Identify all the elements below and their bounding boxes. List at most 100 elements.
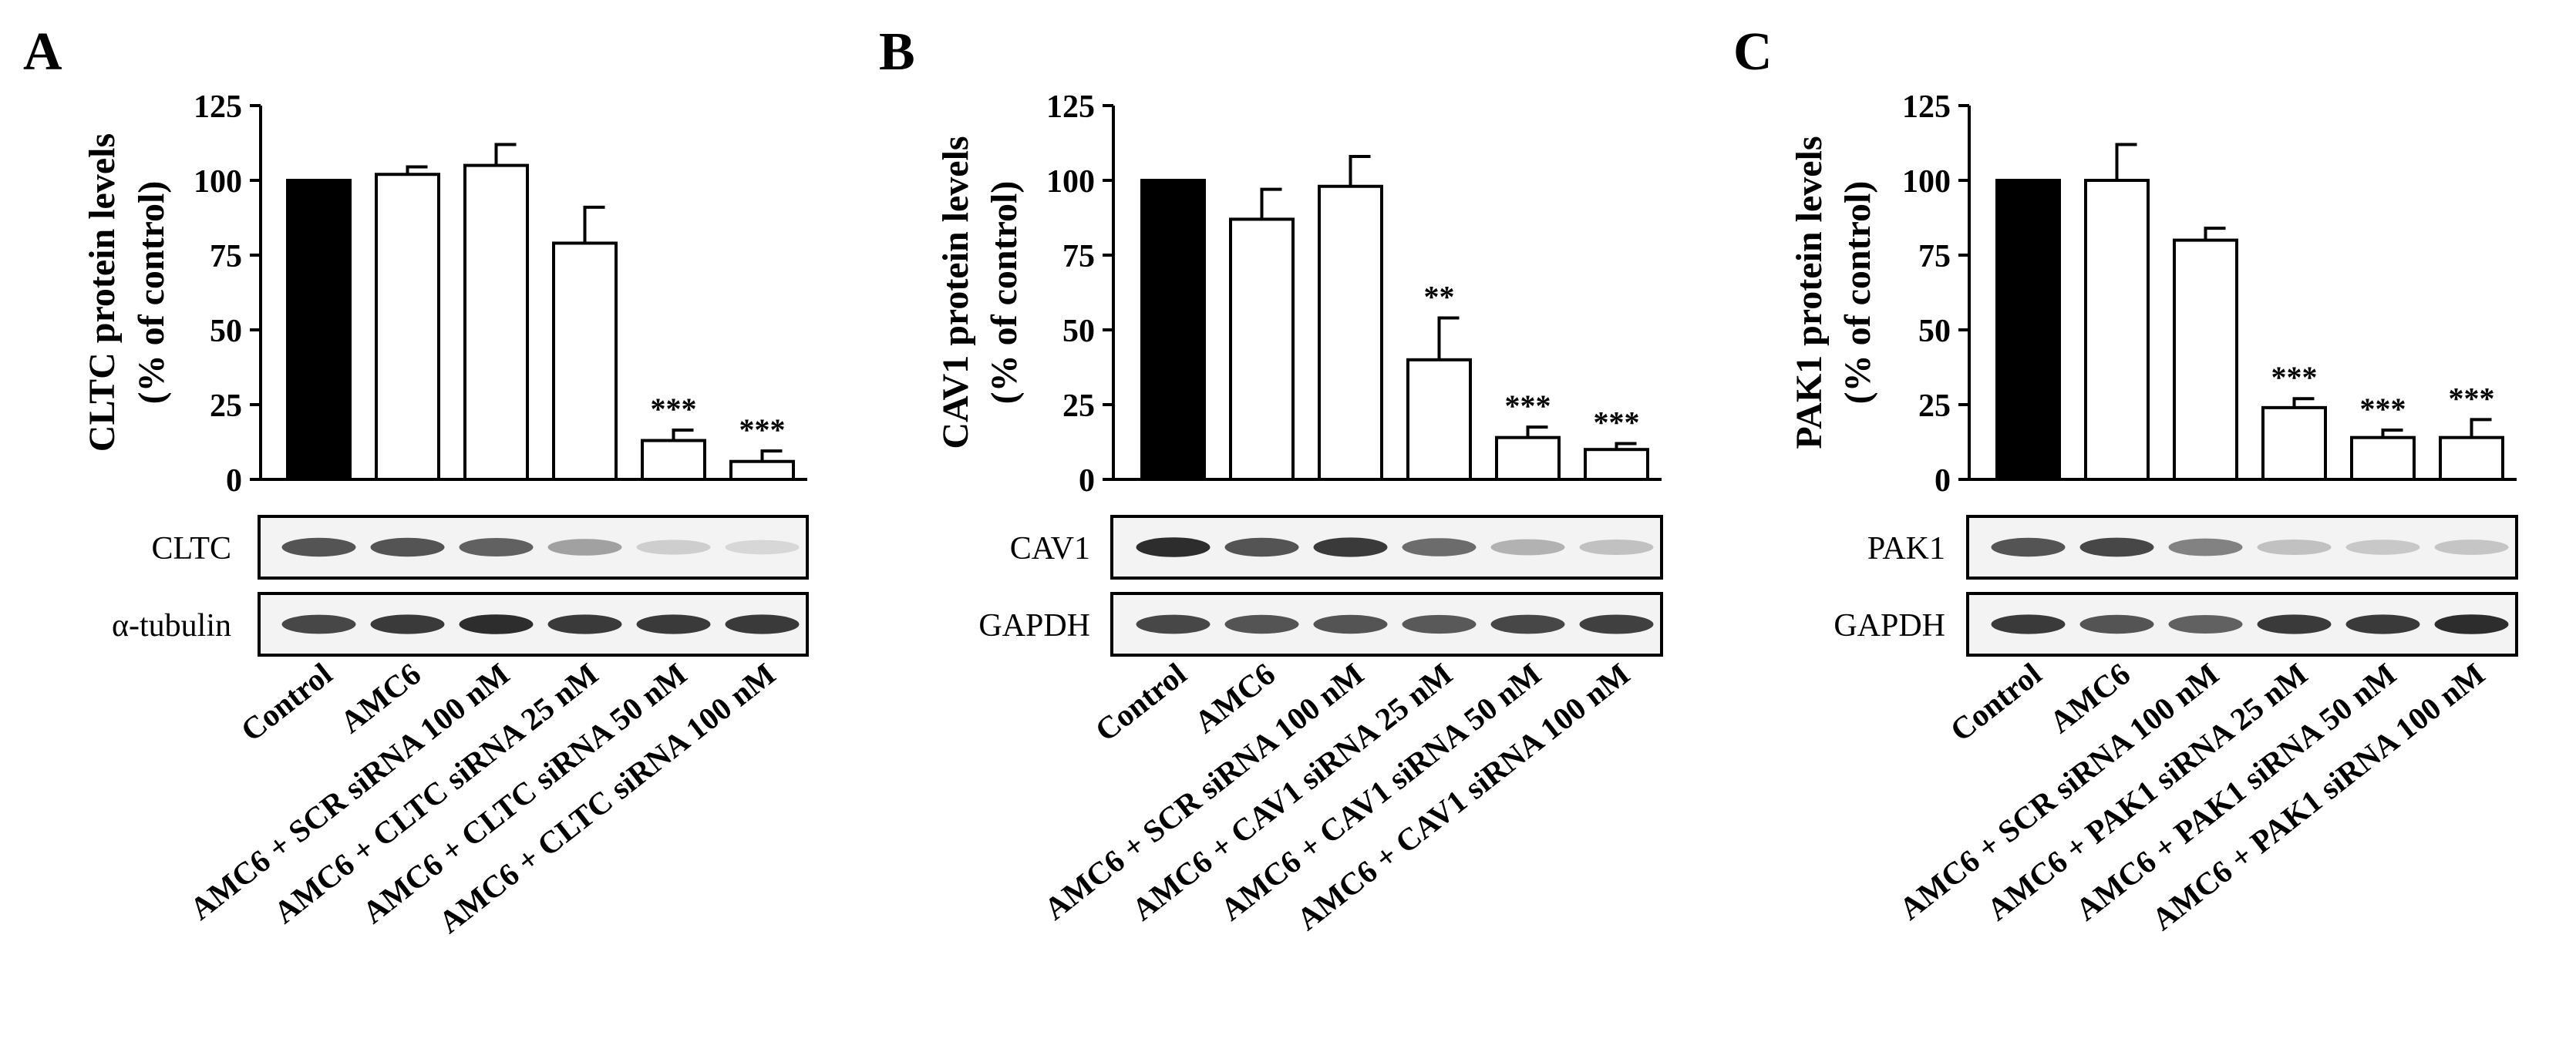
y-tick-label: 0 [226,463,242,499]
chart-panel-C: C PAK1 protein levels (% of control) 0 25 50 7… [1733,22,2518,937]
blot-band [1490,539,1565,556]
bar [2084,179,2150,481]
blot-band [2168,615,2243,634]
blot-band [725,540,800,555]
significance-label: *** [2360,392,2406,426]
blot-band [459,538,534,556]
y-tick-label: 25 [1918,388,1951,424]
y-axis-label-units: (% of control) [984,181,1025,405]
y-axis-label-units: (% of control) [131,181,172,405]
blot-band [2345,614,2420,634]
blot-band [2168,538,2243,556]
blot-band [2257,614,2332,634]
y-axis-label: CAV1 protein levels [935,136,976,449]
blot-band [2434,614,2509,634]
blot-band [1136,537,1211,557]
y-tick-label: 125 [1902,89,1951,125]
y-tick-label: 75 [210,239,242,274]
bar [2350,435,2416,481]
significance-label: *** [1594,405,1640,439]
y-tick-label: 100 [1046,164,1095,200]
significance-label: *** [2271,360,2318,395]
bar [2439,435,2504,481]
y-tick-label: 100 [194,164,242,200]
blot-band [2434,540,2509,555]
bar [286,179,352,481]
blot-band [2079,537,2154,557]
y-tick-label: 50 [1918,314,1951,349]
blot-band [370,537,445,557]
blot-band [281,537,356,557]
blot-band [1579,540,1654,555]
blot-band [725,614,800,634]
bar [375,173,440,482]
y-tick-label: 125 [194,89,242,125]
y-axis-label-units: (% of control) [1837,181,1878,405]
panel-label: B [879,22,915,82]
blot-band [2345,540,2420,555]
significance-label: *** [2449,381,2495,415]
y-axis-label: PAK1 protein levels [1789,136,1830,449]
category-label: Control [1944,656,2048,748]
bar [1584,448,1649,482]
bar [463,163,529,481]
bar [729,459,795,481]
y-tick-label: 50 [210,314,242,349]
bar [2261,405,2327,482]
blot-band [1991,537,2066,557]
y-tick-label: 25 [1062,388,1095,424]
chart-panel-B: B CAV1 protein levels (% of control) 0 25 50 7… [879,22,1663,937]
blot-band [636,540,711,555]
bar [1140,179,1206,481]
blot-band [1991,614,2066,634]
blot-band [281,614,356,634]
blot-band [1136,614,1211,634]
blot-label: PAK1 [1867,531,1945,566]
y-tick-label: 0 [1935,463,1951,499]
bar [2173,238,2238,481]
blot-band [370,614,445,634]
bar [1318,184,1383,481]
y-tick-label: 50 [1062,314,1095,349]
blot-label: CAV1 [1010,531,1090,566]
bar [1995,179,2061,481]
blot-band [1490,614,1565,634]
blot-band [1402,538,1477,556]
blot-band [1313,537,1388,557]
y-tick-label: 75 [1062,239,1095,274]
y-tick-label: 125 [1046,89,1095,125]
blot-label: α-tubulin [112,608,231,644]
y-tick-label: 0 [1079,463,1095,499]
significance-label: *** [739,412,786,447]
y-tick-label: 75 [1918,239,1951,274]
blot-band [1224,614,1299,634]
bar [1229,217,1295,481]
bar [552,241,618,481]
blot-label: CLTC [152,531,231,566]
blot-band [1313,614,1388,634]
significance-label: ** [1424,279,1455,314]
chart-panel-A: A CLTC protein levels (% of control) 0 25 50 7… [23,22,809,940]
bar [1495,435,1561,481]
panel-label: C [1733,22,1773,82]
blot-label: GAPDH [1834,608,1945,644]
bar [1406,358,1472,481]
category-label: Control [234,656,338,748]
significance-label: *** [651,392,697,426]
blot-band [1579,614,1654,634]
blot-band [547,539,622,556]
y-axis-label: CLTC protein levels [82,133,123,452]
blot-band [636,614,711,634]
blot-band [1224,537,1299,557]
blot-label: GAPDH [978,608,1090,644]
panel-label: A [23,22,62,82]
significance-label: *** [1505,388,1551,423]
bar [641,439,706,481]
y-tick-label: 25 [210,388,242,424]
blot-band [547,614,622,634]
blot-band [459,614,534,634]
blot-band [1402,614,1477,634]
y-tick-label: 100 [1902,164,1951,200]
blot-band [2257,540,2332,555]
